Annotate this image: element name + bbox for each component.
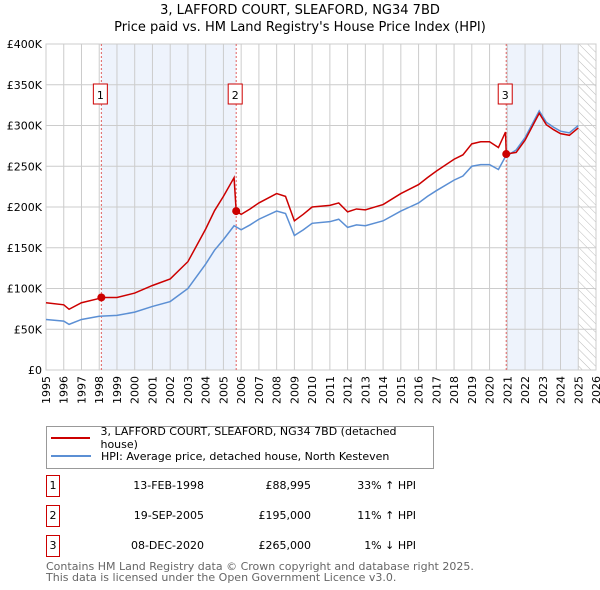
x-tick-label: 2007 [253,376,266,404]
sale-hpi-diff: 11% ↑ HPI [357,509,416,522]
footer: Contains HM Land Registry data © Crown c… [46,561,474,583]
sale-label: 2 [232,89,239,102]
sale-date: 08-DEC-2020 [130,539,204,552]
x-tick-label: 2010 [306,376,319,404]
legend-hpi: HPI: Average price, detached house, Nort… [101,449,390,463]
sale-hpi-diff: 33% ↑ HPI [357,479,416,492]
x-tick-label: 2019 [466,376,479,404]
sale-date: 19-SEP-2005 [133,509,204,522]
sale-row: 2 19-SEP-2005 £195,000 11% ↑ HPI [46,505,446,527]
legend-red-line [51,437,91,439]
y-tick-label: £50K [14,323,43,336]
x-tick-label: 2011 [324,376,337,404]
sale-label-box [227,83,243,105]
sale-label-box [497,83,513,105]
x-tick-label: 2017 [430,376,443,404]
plot-area: 1995 1996 1997 1998 1999 2000 2001 2002 2003 2004… [7,38,600,404]
x-tick-label: 2001 [146,376,159,404]
x-tick-label: 2003 [182,376,195,404]
sale-row: 3 08-DEC-2020 £265,000 1% ↓ HPI [46,535,446,557]
y-tick-label: £100K [7,283,43,296]
x-tick-label: 2018 [448,376,461,404]
sale-label: 3 [502,89,509,102]
sale-price: £88,995 [265,479,312,492]
sale-date: 13-FEB-1998 [133,479,204,492]
y-tick-label: £400K [7,38,43,51]
footer-line2: This data is licensed under the Open Gov… [46,571,397,584]
sale-label: 1 [97,89,104,102]
chart-title: 3, LAFFORD COURT, SLEAFORD, NG34 7BD [160,3,440,18]
y-tick-label: £350K [7,79,43,92]
x-tick-label: 2022 [519,376,532,404]
sale-label-box [92,83,108,105]
y-tick-label: £300K [7,120,43,133]
x-tick-label: 1996 [58,376,71,404]
x-tick-label: 2006 [235,376,248,404]
sale-price: £195,000 [258,509,312,522]
y-tick-label: £250K [7,160,43,173]
chart-subtitle: Price paid vs. HM Land Registry's House … [114,20,486,35]
x-tick-label: 2013 [359,376,372,404]
x-tick-label: 2008 [271,376,284,404]
x-tick-label: 2016 [413,376,426,404]
sale-marker [502,150,511,159]
x-tick-label: 2002 [164,376,177,404]
footer-line1: Contains HM Land Registry data © Crown c… [46,560,474,573]
y-tick-label: £150K [7,242,43,255]
sale-number: 1 [46,475,60,497]
x-tick-label: 1997 [75,376,88,404]
x-tick-label: 2014 [377,376,390,404]
y-tick-label: £200K [7,201,43,214]
sale-marker [97,293,106,302]
x-tick-label: 2015 [395,376,408,404]
x-tick-label: 2000 [129,376,142,404]
y-tick-label: £0 [28,364,42,377]
x-tick-label: 2004 [200,376,213,404]
plot-border [45,43,597,371]
sale-price: £265,000 [258,539,312,552]
sale-marker [232,207,241,216]
x-tick-label: 2025 [572,376,585,404]
x-tick-label: 1998 [93,376,106,404]
x-tick-label: 2026 [590,376,600,404]
sale-row: 1 13-FEB-1998 £88,995 33% ↑ HPI [46,475,446,497]
x-tick-label: 2009 [288,376,301,404]
x-tick-label: 2023 [537,376,550,404]
sale-hpi-diff: 1% ↓ HPI [364,539,416,552]
x-tick-label: 2021 [501,376,514,404]
x-tick-label: 2020 [484,376,497,404]
x-tick-label: 1999 [111,376,124,404]
legend-blue-line [51,455,91,457]
x-tick-label: 2024 [555,376,568,404]
x-tick-label: 2005 [217,376,230,404]
x-tick-label: 1995 [40,376,53,404]
sale-number: 3 [46,535,60,557]
x-tick-label: 2012 [342,376,355,404]
legend: 3, LAFFORD COURT, SLEAFORD, NG34 7BD (de… [46,425,434,469]
legend-property: 3, LAFFORD COURT, SLEAFORD, NG34 7BD (de… [100,425,397,451]
sale-number: 2 [46,505,60,527]
series-line [45,111,579,311]
